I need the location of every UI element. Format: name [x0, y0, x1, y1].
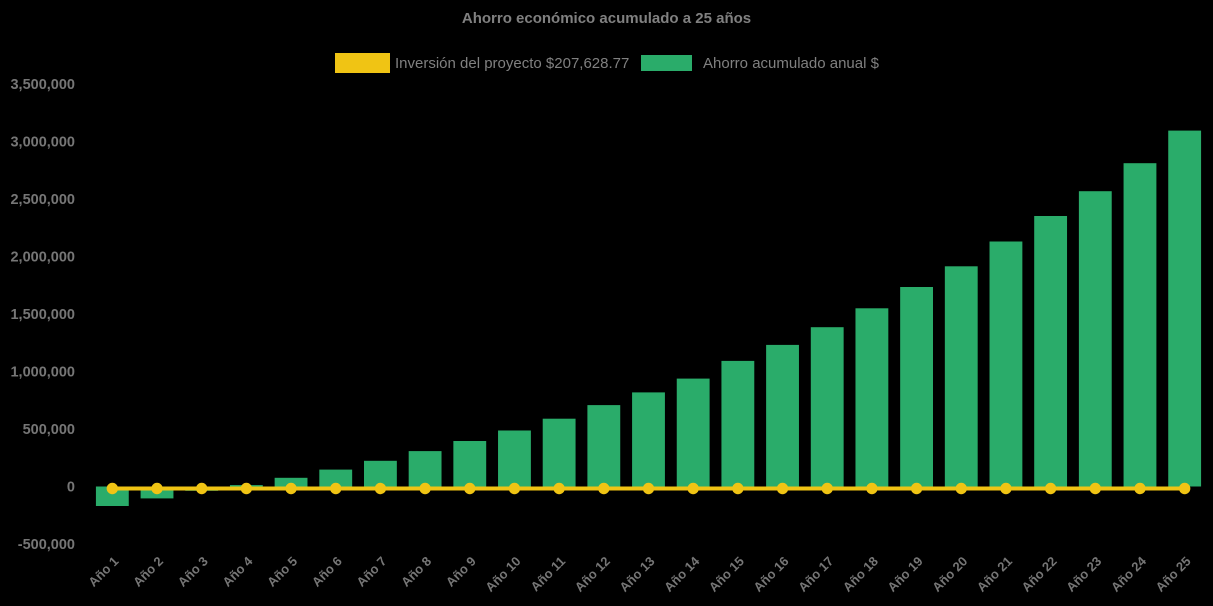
svg-text:Año 3: Año 3 [175, 554, 211, 590]
svg-text:3,500,000: 3,500,000 [10, 77, 75, 93]
svg-text:Año 25: Año 25 [1153, 554, 1194, 595]
svg-text:2,500,000: 2,500,000 [10, 192, 75, 208]
svg-text:Año 15: Año 15 [706, 554, 747, 595]
svg-text:Año 17: Año 17 [795, 554, 836, 595]
svg-text:1,000,000: 1,000,000 [10, 365, 75, 381]
svg-text:2,000,000: 2,000,000 [10, 250, 75, 266]
svg-text:Año 16: Año 16 [750, 554, 791, 595]
svg-text:500,000: 500,000 [23, 422, 75, 438]
svg-text:Año 8: Año 8 [398, 554, 434, 590]
svg-text:Año 12: Año 12 [572, 554, 613, 595]
svg-text:-500,000: -500,000 [18, 537, 75, 553]
svg-text:Año 4: Año 4 [219, 553, 256, 590]
svg-text:1,500,000: 1,500,000 [10, 307, 75, 323]
svg-text:Año 18: Año 18 [840, 554, 881, 595]
svg-text:Año 24: Año 24 [1108, 553, 1150, 595]
svg-text:Año 5: Año 5 [264, 554, 300, 590]
svg-text:Año 20: Año 20 [929, 554, 970, 595]
svg-text:Año 23: Año 23 [1063, 554, 1104, 595]
svg-text:Año 1: Año 1 [85, 554, 121, 590]
svg-text:Año 9: Año 9 [443, 554, 479, 590]
svg-text:Año 21: Año 21 [974, 554, 1015, 595]
svg-text:Año 10: Año 10 [482, 554, 523, 595]
svg-text:Año 19: Año 19 [884, 554, 925, 595]
svg-text:Año 2: Año 2 [130, 554, 166, 590]
svg-text:Año 14: Año 14 [661, 553, 703, 595]
svg-text:0: 0 [67, 480, 75, 496]
svg-text:Año 6: Año 6 [309, 554, 345, 590]
svg-text:Año 13: Año 13 [616, 554, 657, 595]
svg-text:Año 11: Año 11 [528, 554, 569, 595]
svg-text:Año 22: Año 22 [1018, 554, 1059, 595]
svg-text:Año 7: Año 7 [353, 554, 389, 590]
svg-text:3,000,000: 3,000,000 [10, 135, 75, 151]
